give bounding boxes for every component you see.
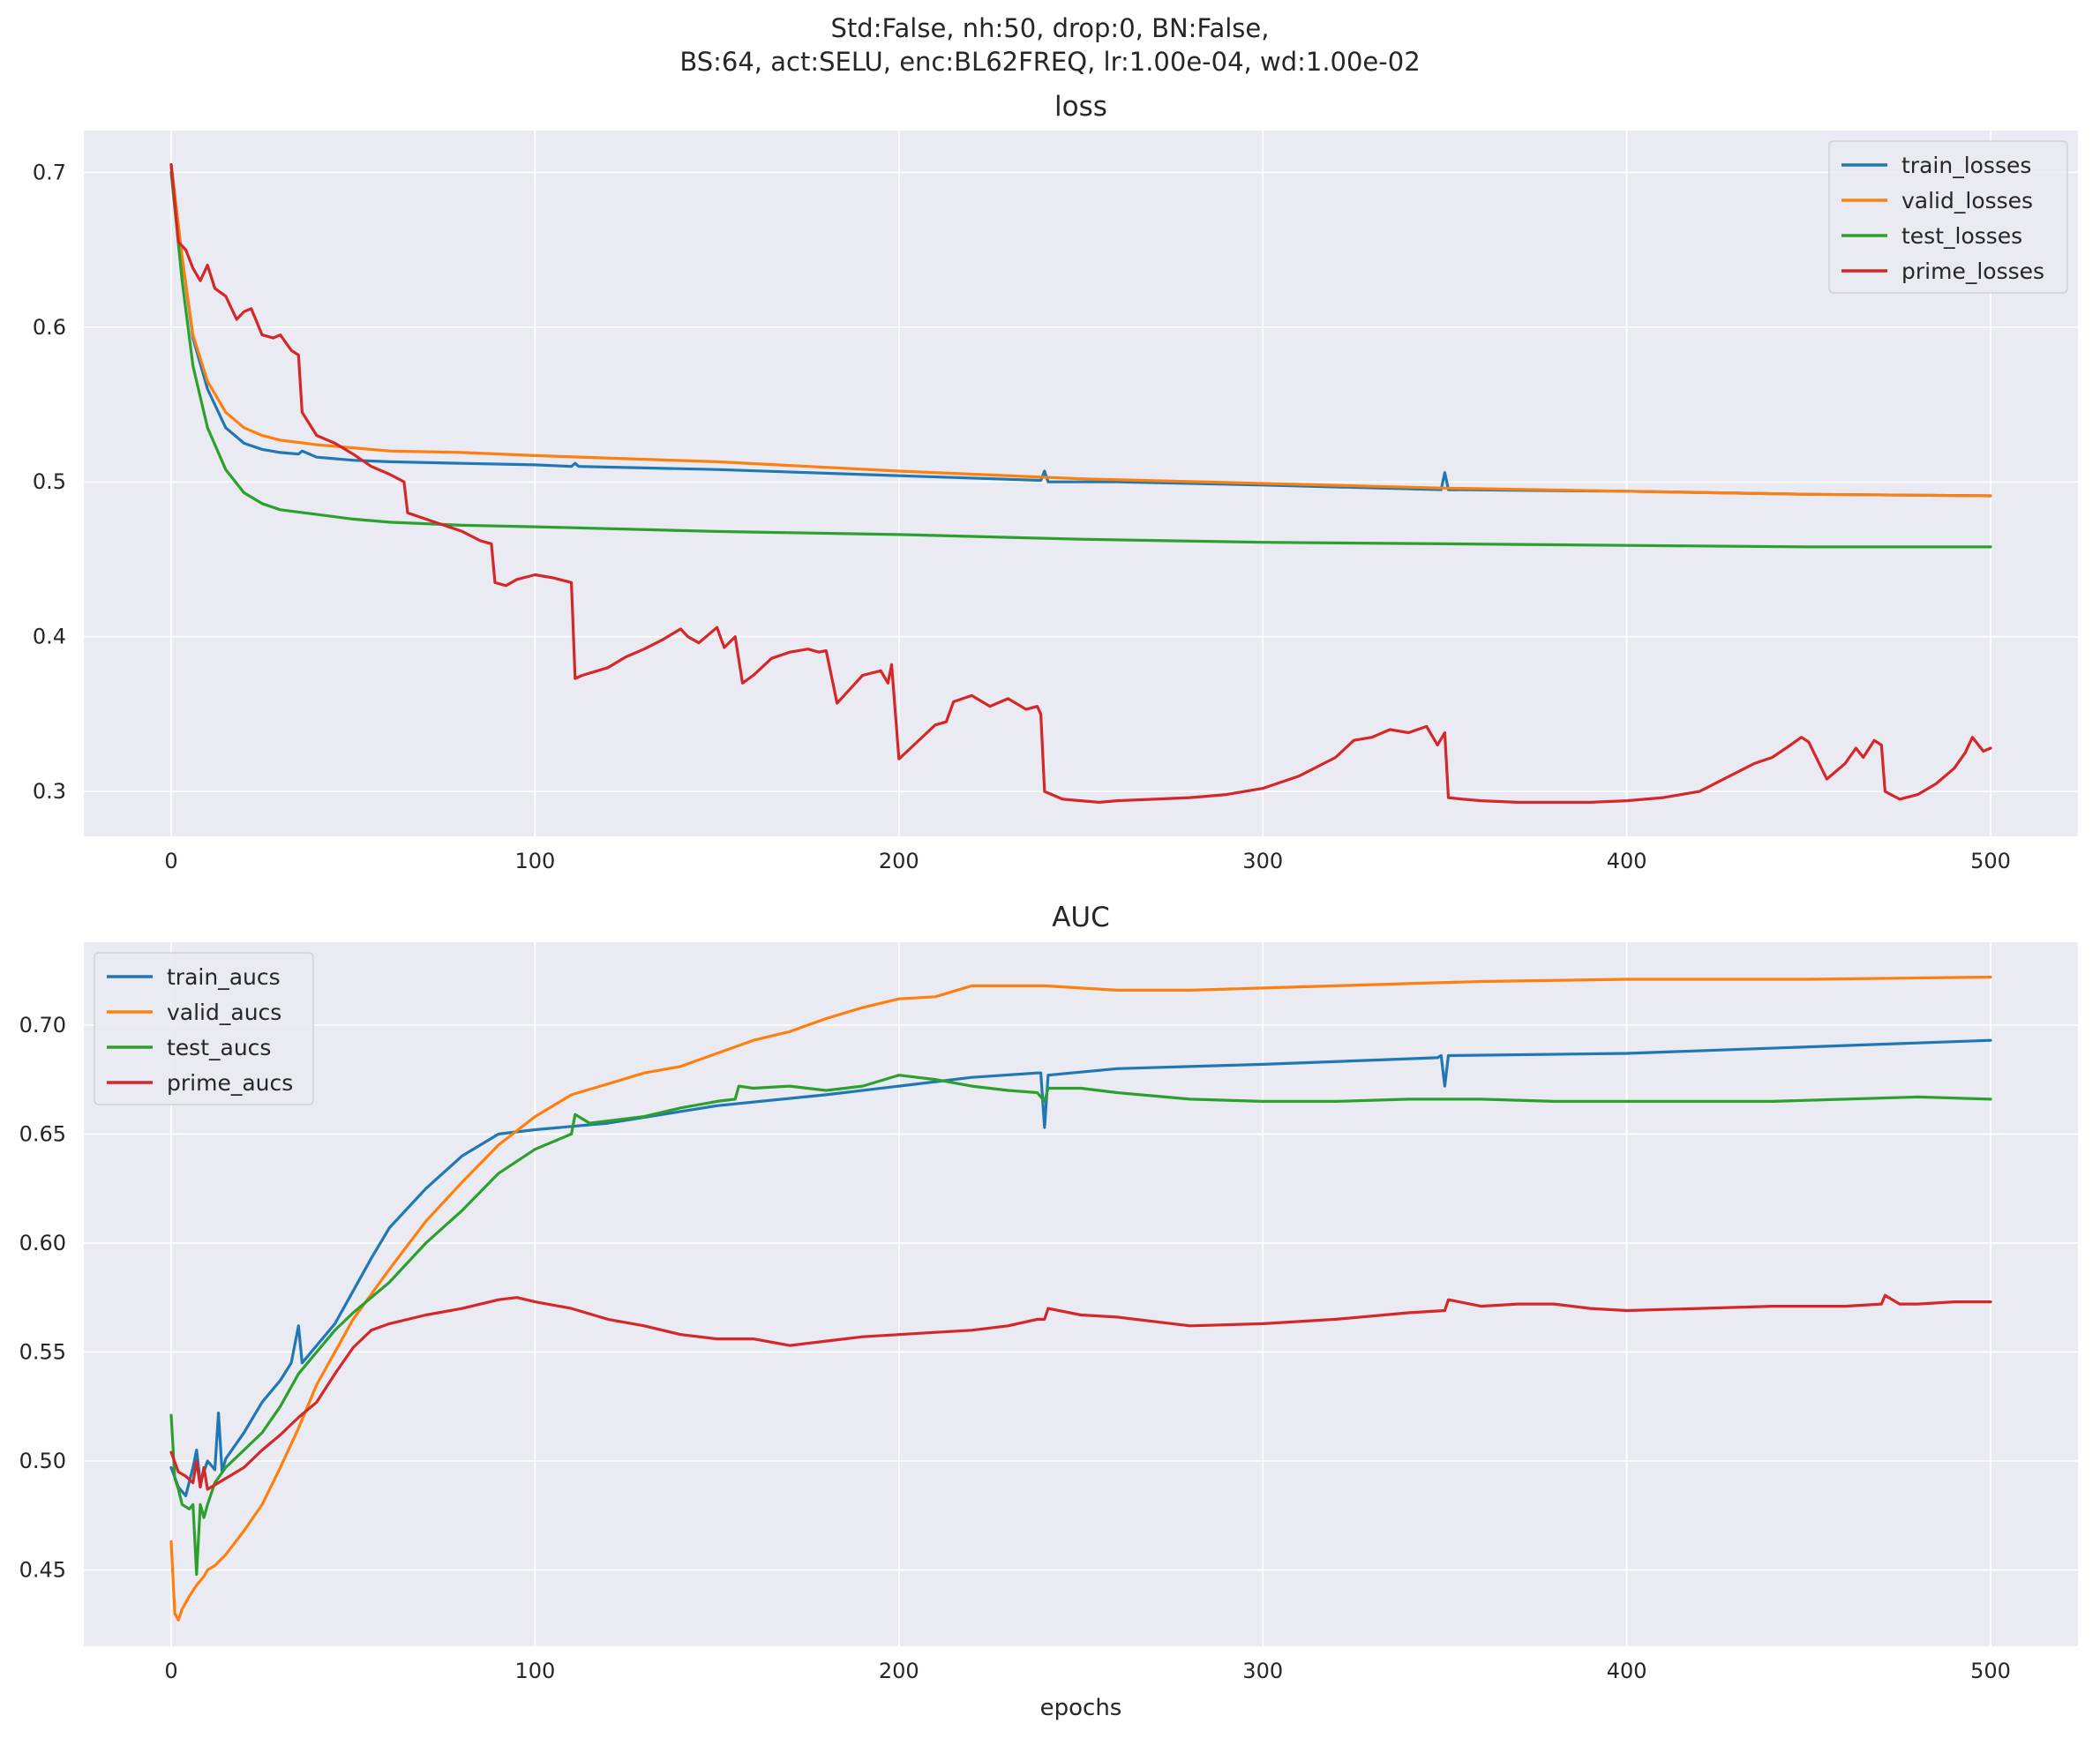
loss-legend-label-test_losses: test_losses <box>1901 223 2022 249</box>
loss-legend-label-valid_losses: valid_losses <box>1901 188 2033 214</box>
loss-y-tick-label: 0.6 <box>33 315 66 340</box>
auc-legend-frame <box>94 952 314 1105</box>
x-axis-label: epochs <box>1040 1695 1122 1721</box>
loss-x-tick-label: 200 <box>879 849 919 873</box>
loss-series-prime_losses <box>169 163 1992 805</box>
auc-y-tick-label: 0.60 <box>19 1231 66 1255</box>
auc-series-prime_aucs <box>169 1293 1992 1491</box>
loss-legend-label-train_losses: train_losses <box>1901 153 2031 178</box>
loss-y-tick-label: 0.3 <box>33 779 66 804</box>
figure-title-line1: Std:False, nh:50, drop:0, BN:False, <box>831 13 1270 43</box>
auc-x-tick-label: 400 <box>1607 1659 1647 1683</box>
auc-series-test_aucs <box>169 1074 1992 1577</box>
auc-y-tick-label: 0.65 <box>19 1121 66 1146</box>
loss-series-test_losses <box>169 170 1992 549</box>
auc-x-tick-label: 500 <box>1970 1659 2011 1683</box>
auc-x-tick-label: 100 <box>514 1659 555 1683</box>
auc-legend-label-train_aucs: train_aucs <box>167 964 281 990</box>
loss-panel-title: loss <box>1054 91 1107 123</box>
loss-x-tick-label: 500 <box>1970 849 2011 873</box>
loss-legend-label-prime_losses: prime_losses <box>1901 258 2044 284</box>
auc-series-train_aucs <box>169 1038 1992 1498</box>
loss-series-train_losses <box>169 163 1992 498</box>
auc-y-tick-label: 0.55 <box>19 1339 66 1364</box>
loss-y-tick-label: 0.7 <box>33 160 66 184</box>
auc-legend-label-test_aucs: test_aucs <box>167 1035 271 1060</box>
auc-x-tick-label: 300 <box>1242 1659 1283 1683</box>
auc-y-tick-label: 0.45 <box>19 1558 66 1583</box>
loss-y-tick-label: 0.5 <box>33 469 66 494</box>
auc-legend-label-prime_aucs: prime_aucs <box>167 1070 293 1096</box>
auc-y-tick-label: 0.70 <box>19 1013 66 1038</box>
auc-y-tick-label: 0.50 <box>19 1449 66 1473</box>
loss-x-tick-label: 400 <box>1607 849 1647 873</box>
auc-panel-title: AUC <box>1052 902 1110 933</box>
loss-panel: loss 0 100 200 300 400 500 0.3 0.4 0.5 0.6 0.7 trai… <box>33 91 2078 873</box>
auc-panel: AUC epochs 0 100 200 300 400 500 0.45 0.50 0.55 0… <box>19 902 2078 1721</box>
auc-legend-label-valid_aucs: valid_aucs <box>167 1000 281 1025</box>
figure-title-line2: BS:64, act:SELU, enc:BL62FREQ, lr:1.00e-… <box>679 47 1420 77</box>
auc-plot-area <box>84 942 2078 1646</box>
auc-x-tick-label: 200 <box>879 1659 919 1683</box>
loss-legend-frame <box>1828 140 2068 294</box>
loss-x-tick-label: 0 <box>164 849 177 873</box>
auc-legend: train_aucs valid_aucs test_aucs prime_aucs <box>94 952 314 1105</box>
loss-y-tick-label: 0.4 <box>33 625 66 649</box>
loss-x-tick-label: 300 <box>1242 849 1283 873</box>
loss-x-tick-label: 100 <box>514 849 555 873</box>
loss-series-valid_losses <box>169 163 1992 498</box>
auc-x-tick-label: 0 <box>164 1659 177 1683</box>
auc-series-valid_aucs <box>169 975 1992 1622</box>
loss-legend: train_losses valid_losses test_lossesprime… <box>1828 140 2068 294</box>
loss-plot-area <box>84 131 2078 836</box>
